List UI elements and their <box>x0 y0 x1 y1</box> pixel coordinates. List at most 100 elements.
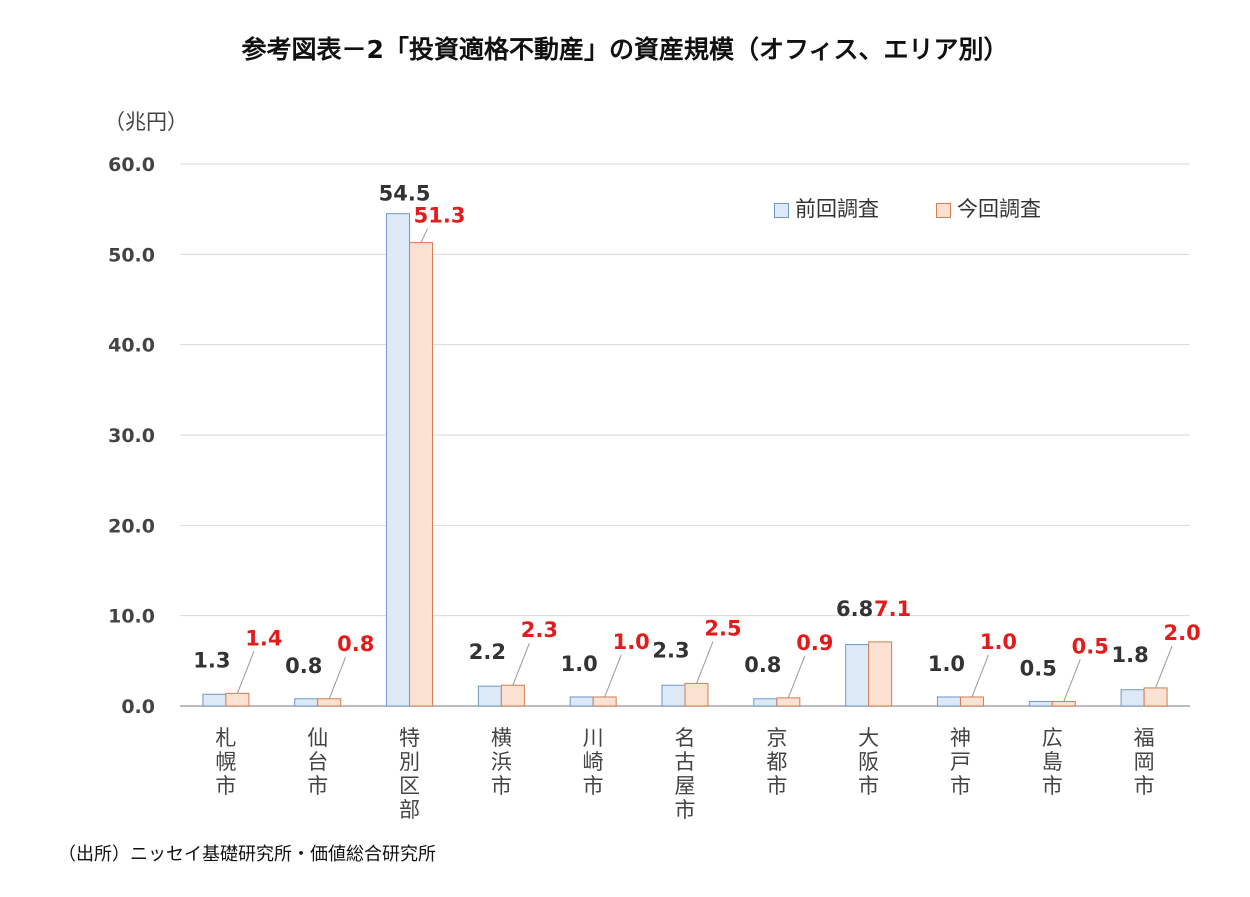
bar-curr <box>776 697 801 707</box>
data-label-prev: 2.3 <box>652 638 689 662</box>
bar-curr <box>592 696 617 707</box>
x-category-label: 市 <box>215 774 236 798</box>
leader-line <box>1063 659 1081 702</box>
bar-prev <box>1028 700 1053 707</box>
y-tick-label: 60.0 <box>108 154 155 176</box>
data-label-curr: 7.1 <box>874 597 911 621</box>
x-category-label: 戸 <box>950 750 971 774</box>
y-axis-unit-label: （兆円） <box>104 110 188 134</box>
bar-curr <box>225 692 250 707</box>
x-category-label: 台 <box>307 750 328 774</box>
leader-line <box>420 228 428 243</box>
y-tick-label: 10.0 <box>108 606 155 628</box>
x-category-label: 広 <box>1042 726 1063 750</box>
bar-curr <box>1051 700 1076 707</box>
x-category-label: 島 <box>1042 750 1063 774</box>
x-category-label: 幌 <box>215 750 236 774</box>
data-label-curr: 0.5 <box>1072 634 1109 658</box>
bar-curr <box>1143 687 1168 707</box>
data-label-prev: 1.3 <box>193 648 230 672</box>
bar-prev <box>386 213 411 707</box>
data-label-prev: 1.8 <box>1111 643 1148 667</box>
bar-curr <box>868 641 893 707</box>
data-label-curr: 1.0 <box>613 630 650 654</box>
data-label-curr: 2.3 <box>521 618 558 642</box>
data-label-prev: 2.2 <box>469 640 506 664</box>
leader-line <box>236 651 255 694</box>
leader-line <box>1155 645 1173 689</box>
y-tick-label: 20.0 <box>108 515 155 537</box>
x-category-label: 岡 <box>1134 750 1155 774</box>
data-label-curr: 2.5 <box>704 616 741 640</box>
bar-prev <box>1120 689 1145 707</box>
x-category-label: 横 <box>491 726 512 750</box>
data-label-prev: 1.0 <box>561 652 598 676</box>
x-category-label: 浜 <box>491 750 512 774</box>
legend-label-curr: 今回調査 <box>957 197 1041 221</box>
legend-item-curr: 今回調査 <box>936 193 1041 223</box>
data-label-curr: 0.8 <box>337 632 374 656</box>
data-label-curr: 0.9 <box>796 631 833 655</box>
y-tick-label: 40.0 <box>108 335 155 357</box>
data-label-curr: 2.0 <box>1163 621 1200 645</box>
chart-title: 参考図表－2「投資適格不動産」の資産規模（オフィス、エリア別） <box>241 35 1009 64</box>
x-category-label: 京 <box>766 726 787 750</box>
data-label-prev: 6.8 <box>836 597 873 621</box>
data-label-curr: 51.3 <box>414 204 466 228</box>
x-category-label: 特 <box>399 726 420 750</box>
leader-line <box>787 655 806 699</box>
data-label-curr: 1.4 <box>245 626 282 650</box>
bar-prev <box>753 698 778 707</box>
leader-line <box>696 641 714 684</box>
bar-prev <box>845 644 870 707</box>
x-category-label: 古 <box>675 750 696 774</box>
x-category-label: 阪 <box>858 750 879 774</box>
legend: 前回調査 <box>774 193 879 223</box>
legend-label-prev: 前回調査 <box>795 197 879 221</box>
bar-curr <box>317 698 342 707</box>
data-label-prev: 0.5 <box>1020 656 1057 680</box>
bar-prev <box>202 693 227 707</box>
x-category-label: 札 <box>215 726 236 750</box>
y-tick-label: 30.0 <box>108 425 155 447</box>
leader-line <box>512 643 530 686</box>
x-category-label: 都 <box>766 750 787 774</box>
bar-curr <box>409 242 434 707</box>
x-category-label: 別 <box>399 750 420 774</box>
legend-swatch-curr <box>936 202 951 218</box>
x-category-label: 川 <box>583 726 604 750</box>
x-category-label: 市 <box>858 774 879 798</box>
y-tick-label: 0.0 <box>121 696 155 718</box>
x-category-label: 市 <box>766 774 787 798</box>
x-category-label: 仙 <box>307 726 328 750</box>
y-tick-label: 50.0 <box>108 244 155 266</box>
bar-prev <box>294 698 319 707</box>
x-category-label: 崎 <box>583 750 604 774</box>
x-category-label: 神 <box>950 726 971 750</box>
legend-swatch-prev <box>774 202 789 218</box>
x-category-label: 市 <box>491 774 512 798</box>
x-category-label: 区 <box>399 774 420 798</box>
x-category-label: 福 <box>1134 726 1155 750</box>
x-category-label: 大 <box>858 726 879 750</box>
x-category-label: 名 <box>675 726 696 750</box>
bar-curr <box>684 682 709 707</box>
bar-prev <box>569 696 594 707</box>
data-label-prev: 1.0 <box>928 652 965 676</box>
bar-prev <box>477 685 502 707</box>
x-category-label: 市 <box>307 774 328 798</box>
bar-prev <box>661 684 686 707</box>
x-category-label: 市 <box>950 774 971 798</box>
x-category-label: 市 <box>1042 774 1063 798</box>
data-label-curr: 1.0 <box>980 630 1017 654</box>
bar-curr <box>500 684 525 707</box>
x-category-label: 市 <box>675 798 696 822</box>
leader-line <box>328 656 347 699</box>
bar-prev <box>936 696 961 707</box>
data-label-prev: 0.8 <box>744 653 781 677</box>
data-label-prev: 0.8 <box>285 654 322 678</box>
leader-line <box>604 654 622 698</box>
data-label-prev: 54.5 <box>379 182 431 206</box>
x-category-label: 部 <box>399 798 420 822</box>
